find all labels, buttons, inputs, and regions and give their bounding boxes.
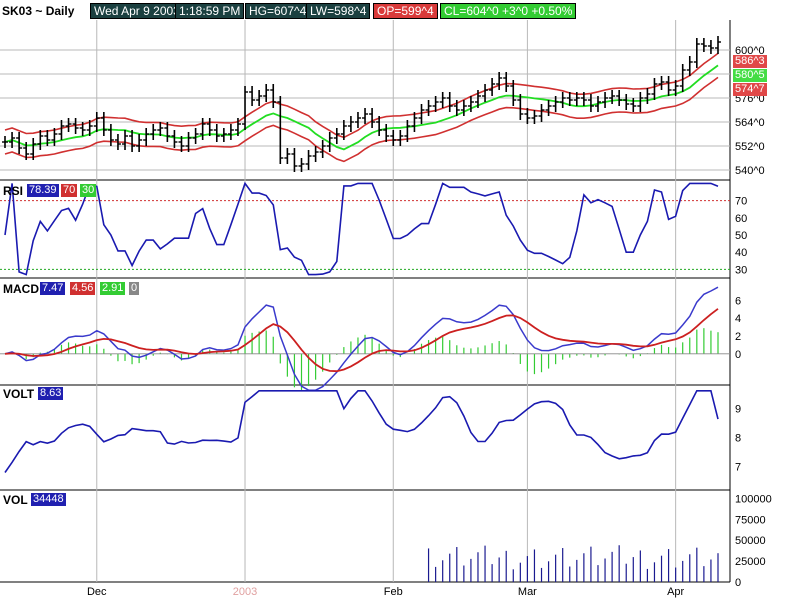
volt-y-tick-label: 8 — [735, 433, 741, 445]
price-y-tick-label: 600^0 — [735, 45, 765, 57]
macd-title: MACD — [3, 282, 39, 296]
high-label: HG=607^4 — [245, 3, 311, 19]
close-label: CL=604^0 +3^0 +0.50% — [440, 3, 577, 19]
low-label: LW=598^4 — [306, 3, 371, 19]
vol-y-tick-label: 100000 — [735, 493, 772, 505]
macd-y-tick-label: 0 — [735, 349, 741, 361]
rsi-y-tick-label: 40 — [735, 247, 747, 259]
lower-band-line — [4, 76, 719, 163]
macd-y-tick-label: 2 — [735, 331, 741, 343]
rsi-y-tick-label: 50 — [735, 230, 747, 242]
mid-band-line — [4, 64, 719, 151]
rsi-line — [4, 181, 719, 276]
volt-y-tick-label: 9 — [735, 403, 741, 415]
vol-y-tick-label: 50000 — [735, 535, 766, 547]
rsi-title: RSI — [3, 184, 24, 198]
volt-line — [4, 390, 719, 473]
price-y-tick-label: 552^0 — [735, 141, 765, 153]
vol-y-tick-label: 75000 — [735, 514, 766, 526]
x-tick-label: Dec — [87, 586, 107, 598]
upper-band-line — [4, 52, 719, 139]
macd-y-tick-label: 4 — [735, 313, 741, 325]
date-label: Wed Apr 9 2003 — [90, 3, 184, 19]
rsi-upper-ref-tag: 70 — [61, 184, 78, 197]
price-y-tick-label: 576^0 — [735, 93, 765, 105]
mid-band-tag: 580^5 — [733, 69, 767, 82]
symbol-label: SK03 ~ Daily — [2, 4, 75, 18]
rsi-value-tag: 78.39 — [27, 184, 59, 197]
vol-title: VOL — [3, 493, 28, 507]
time-label: 1:18:59 PM — [175, 3, 245, 19]
volt-value-tag: 8.63 — [38, 387, 64, 400]
rsi-y-tick-label: 30 — [735, 264, 747, 276]
macd-extra-tag: 0 — [129, 282, 140, 295]
x-tick-label: Mar — [518, 586, 537, 598]
rsi-y-tick-label: 60 — [735, 213, 747, 225]
macd-line — [4, 286, 719, 391]
vol-value-tag: 34448 — [31, 493, 66, 506]
hist-value-tag: 2.91 — [100, 282, 126, 295]
volt-y-tick-label: 7 — [735, 462, 741, 474]
price-y-tick-label: 564^0 — [735, 117, 765, 129]
lower-band-tag: 574^7 — [733, 83, 767, 96]
x-tick-label: 2003 — [233, 586, 257, 598]
signal-line — [4, 308, 719, 373]
upper-band-tag: 586^3 — [733, 55, 767, 68]
rsi-lower-ref-tag: 30 — [80, 184, 97, 197]
x-tick-label: Apr — [667, 586, 684, 598]
signal-value-tag: 4.56 — [70, 282, 96, 295]
volt-title: VOLT — [3, 387, 35, 401]
vol-y-tick-label: 0 — [735, 577, 741, 589]
vol-y-tick-label: 25000 — [735, 556, 766, 568]
macd-value-tag: 7.47 — [40, 282, 66, 295]
macd-y-tick-label: 6 — [735, 295, 741, 307]
price-y-tick-label: 540^0 — [735, 165, 765, 177]
rsi-y-tick-label: 70 — [735, 196, 747, 208]
open-label: OP=599^4 — [373, 3, 438, 19]
x-tick-label: Feb — [384, 586, 403, 598]
